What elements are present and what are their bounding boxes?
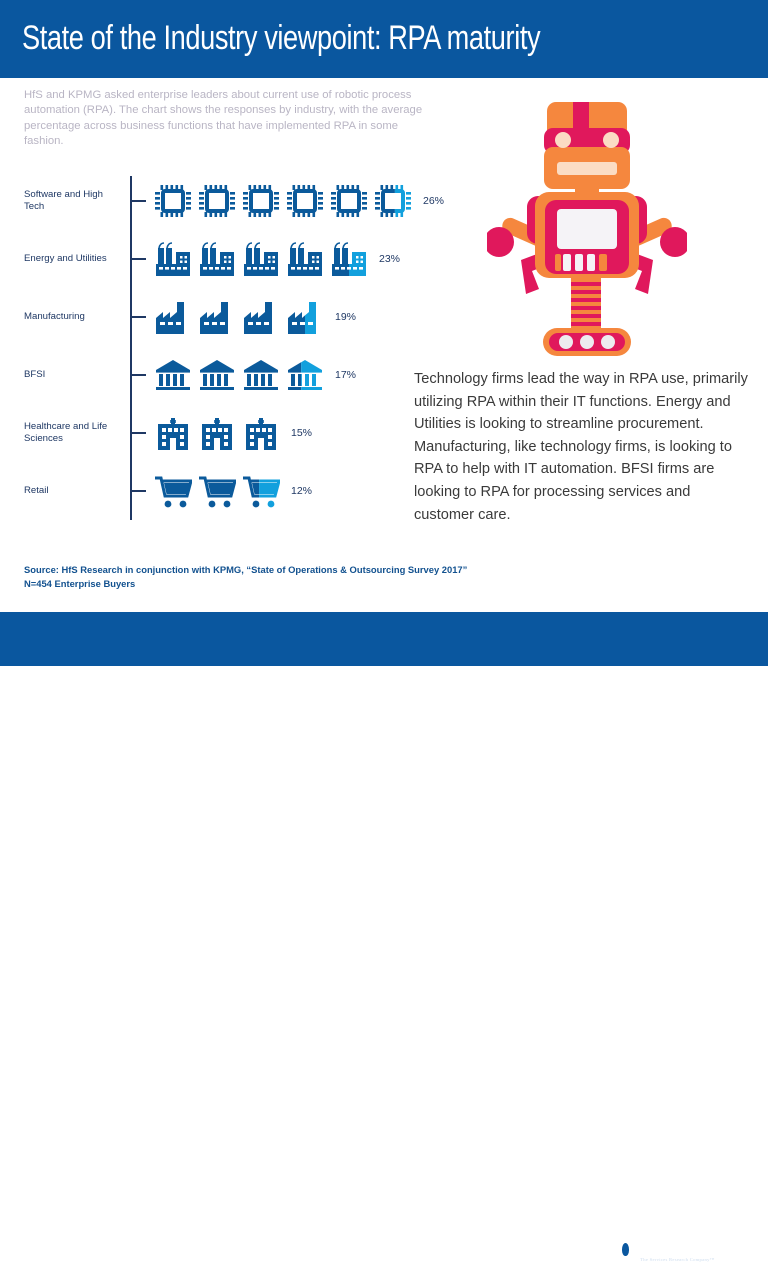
chart-row: Software and High Tech	[24, 172, 444, 230]
hfs-tagline: The Services Research Company™	[640, 1257, 715, 1262]
robot-leg	[571, 278, 601, 330]
bank-icon	[242, 356, 280, 394]
shopping-cart-icon	[198, 472, 236, 510]
page-title: State of the Industry viewpoint: RPA mat…	[22, 19, 541, 57]
chart-row: BFSI	[24, 346, 444, 404]
source-block: Source: HfS Research in conjunction with…	[24, 563, 584, 590]
chart-axis-tick	[132, 432, 146, 434]
chart-icon-strip	[154, 298, 324, 336]
chart-icon-strip	[154, 182, 412, 220]
chart-row-label: Retail	[24, 485, 49, 496]
chart-row-label: Manufacturing	[24, 311, 85, 322]
pictogram-chart: Software and High Tech	[24, 172, 444, 522]
chart-row-label: Software and High Tech	[24, 189, 103, 212]
hfs-letter-f: ƒ	[654, 1234, 665, 1256]
factory-icon	[198, 298, 236, 336]
chip-icon	[198, 182, 236, 220]
robot-base	[543, 328, 631, 356]
chip-icon-partial	[374, 182, 412, 220]
hospital-icon	[154, 414, 192, 452]
chart-icon-strip	[154, 414, 280, 452]
chart-icon-strip	[154, 240, 368, 278]
chart-value-label: 15%	[291, 427, 313, 439]
chip-icon	[330, 182, 368, 220]
kpmg-logo: KPMG	[24, 1236, 144, 1271]
kpmg-wordmark: KPMG	[24, 1243, 90, 1271]
bank-icon	[198, 356, 236, 394]
factory-icon	[242, 298, 280, 336]
chart-value-label: 19%	[335, 311, 357, 323]
chart-value-label: 23%	[379, 253, 401, 265]
hospital-icon	[198, 414, 236, 452]
chart-axis-line	[130, 176, 132, 520]
hfs-letter-h: H	[640, 1234, 655, 1256]
chart-row: Retail	[24, 462, 444, 520]
power-plant-icon	[286, 240, 324, 278]
chart-axis-tick	[132, 258, 146, 260]
chart-row-label: BFSI	[24, 369, 46, 380]
factory-icon-partial	[286, 298, 324, 336]
intro-paragraph: HfS and KPMG asked enterprise leaders ab…	[24, 89, 423, 148]
robot-illustration	[484, 92, 690, 357]
shopping-cart-icon-partial	[242, 472, 280, 510]
source-line-1: Source: HfS Research in conjunction with…	[24, 564, 468, 575]
power-plant-icon	[198, 240, 236, 278]
shopping-cart-icon	[154, 472, 192, 510]
chip-icon	[242, 182, 280, 220]
hospital-icon	[242, 414, 280, 452]
hfs-wordmark: HƒS Research	[640, 1235, 754, 1256]
chart-row-label: Energy and Utilities	[24, 253, 107, 264]
robot-torso	[535, 192, 639, 278]
footer-bar: KPMG HƒS Research The Services Research …	[0, 612, 768, 1271]
bank-icon-partial	[286, 356, 324, 394]
chart-axis-tick	[132, 490, 146, 492]
chart-row: Manufacturing	[24, 288, 444, 346]
chart-value-label: 26%	[422, 195, 444, 207]
chart-row: Energy and Utilities	[24, 230, 444, 288]
factory-icon	[154, 298, 192, 336]
chart-axis-tick	[132, 374, 146, 376]
body-copy: Technology firms lead the way in RPA use…	[414, 371, 748, 523]
header-bar: State of the Industry viewpoint: RPA mat…	[0, 0, 768, 78]
power-plant-icon	[154, 240, 192, 278]
source-line-2: N=454 Enterprise Buyers	[24, 577, 136, 589]
chart-value-label: 17%	[335, 369, 357, 381]
chart-axis-tick	[131, 200, 146, 202]
chart-row-label: Healthcare and Life Sciences	[24, 421, 108, 444]
hfs-flame-icon	[616, 1239, 636, 1259]
chip-icon	[154, 182, 192, 220]
chart-row: Healthcare and Life Sciences	[24, 404, 444, 462]
hfs-research-logo: HƒS Research The Services Research Compa…	[616, 1232, 754, 1266]
chart-icon-strip	[154, 472, 280, 510]
chart-value-label: 12%	[291, 485, 313, 497]
power-plant-icon-partial	[330, 240, 368, 278]
chart-axis-tick	[132, 316, 146, 318]
chart-icon-strip	[154, 356, 324, 394]
power-plant-icon	[242, 240, 280, 278]
robot-head	[544, 102, 630, 189]
hfs-name-rest: S Research	[664, 1234, 754, 1256]
bank-icon	[154, 356, 192, 394]
chip-icon	[286, 182, 324, 220]
